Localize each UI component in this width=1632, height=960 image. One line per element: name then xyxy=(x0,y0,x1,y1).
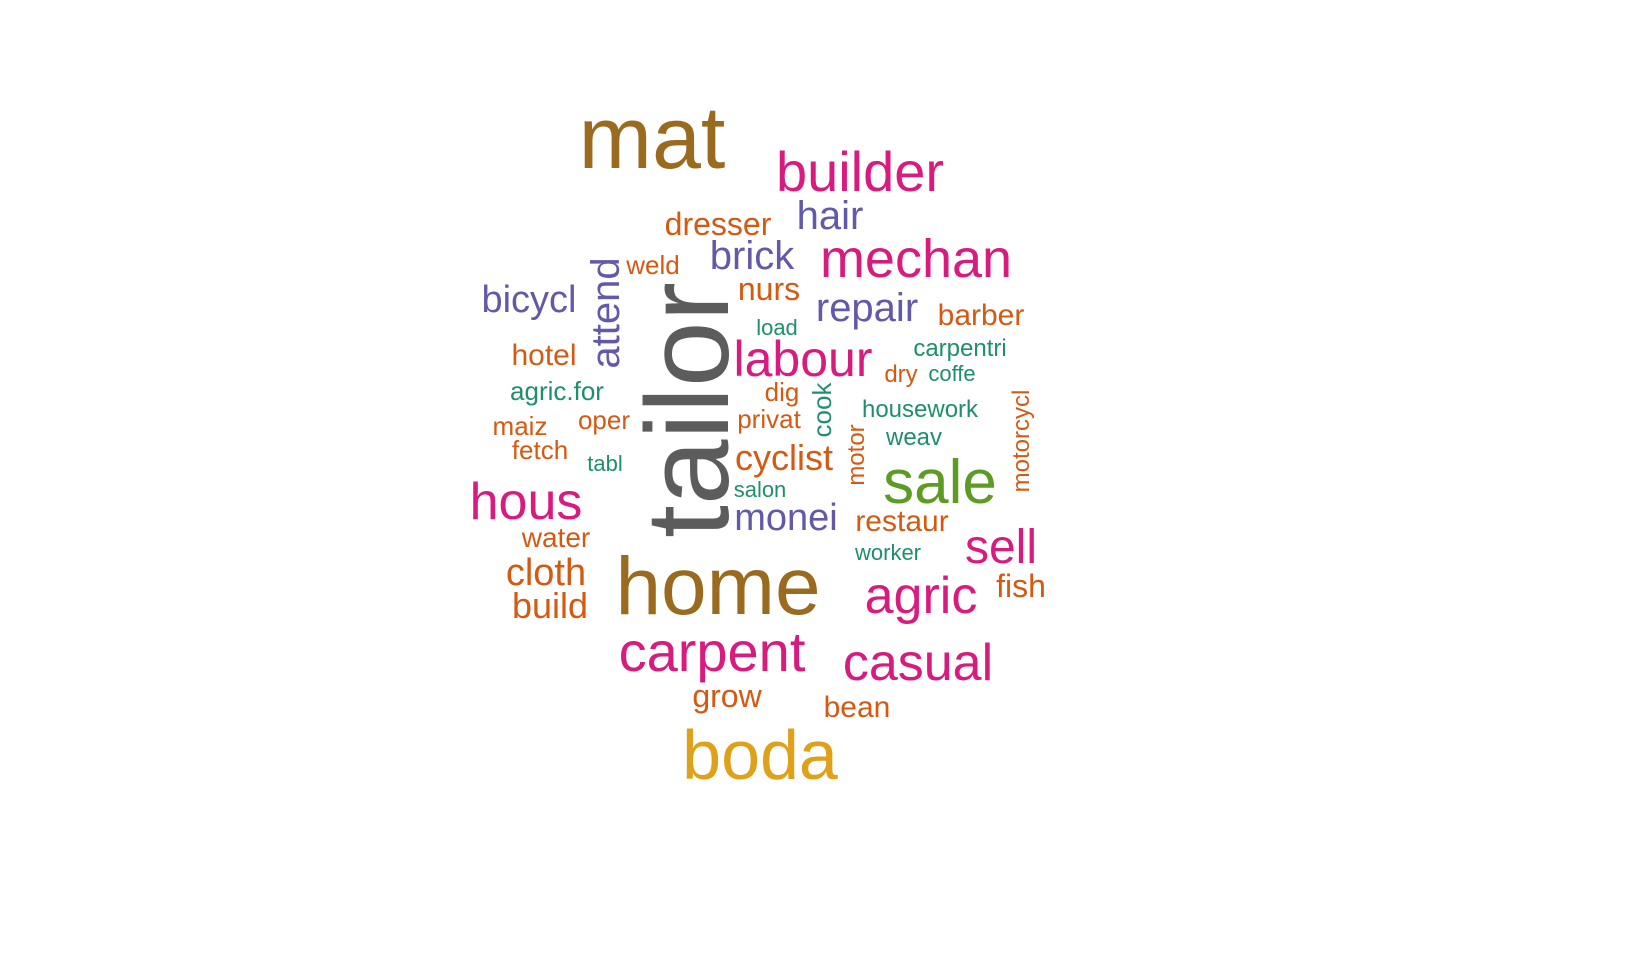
word-maiz: maiz xyxy=(492,411,548,441)
word-mat: mat xyxy=(578,88,726,187)
word-repair: repair xyxy=(815,286,919,330)
word-motor: motor xyxy=(843,424,870,486)
word-weav: weav xyxy=(885,424,943,451)
word-worker: worker xyxy=(854,540,922,565)
word-dresser: dresser xyxy=(664,206,772,242)
word-hous: hous xyxy=(469,473,583,531)
word-carpent: carpent xyxy=(618,620,806,683)
word-fetch: fetch xyxy=(511,435,569,465)
word-dry: dry xyxy=(884,361,918,388)
word-cook: cook xyxy=(807,382,837,438)
word-brick: brick xyxy=(709,234,795,278)
word-cyclist: cyclist xyxy=(735,437,833,478)
word-fish: fish xyxy=(996,568,1046,604)
word-sale: sale xyxy=(883,448,997,517)
word-privat: privat xyxy=(737,404,801,434)
word-salon: salon xyxy=(733,477,787,502)
word-barber: barber xyxy=(937,299,1025,332)
word-attend: attend xyxy=(584,257,628,369)
word-coffe: coffe xyxy=(928,361,976,386)
word-casual: casual xyxy=(842,634,994,692)
word-home: home xyxy=(615,541,821,632)
word-restaur: restaur xyxy=(855,505,949,538)
word-grow: grow xyxy=(692,678,762,714)
word-carpentri: carpentri xyxy=(913,335,1007,362)
word-boda: boda xyxy=(682,716,838,794)
word-cloth: cloth xyxy=(505,552,587,594)
word-bicycl: bicycl xyxy=(481,279,577,321)
word-hotel: hotel xyxy=(511,339,577,372)
word-labour: labour xyxy=(733,331,873,387)
word-hair: hair xyxy=(796,194,864,238)
word-monei: monei xyxy=(734,497,838,539)
word-sell: sell xyxy=(964,521,1038,574)
word-nurs: nurs xyxy=(737,271,801,307)
word-tailor: tailor xyxy=(622,282,754,538)
word-mechan: mechan xyxy=(819,229,1013,289)
word-tabl: tabl xyxy=(587,451,623,476)
word-load: load xyxy=(756,315,798,340)
word-dig: dig xyxy=(764,377,800,407)
word-oper: oper xyxy=(577,405,631,435)
word-bean: bean xyxy=(823,691,891,724)
word-build: build xyxy=(511,585,589,626)
word-builder: builder xyxy=(775,140,945,203)
word-water: water xyxy=(521,522,591,553)
word-motorcycl: motorcycl xyxy=(1008,389,1035,493)
word-agric: agric xyxy=(864,567,978,625)
word-housework: housework xyxy=(861,396,979,423)
word-weld: weld xyxy=(626,250,680,280)
word-agric-for: agric.for xyxy=(510,376,604,406)
